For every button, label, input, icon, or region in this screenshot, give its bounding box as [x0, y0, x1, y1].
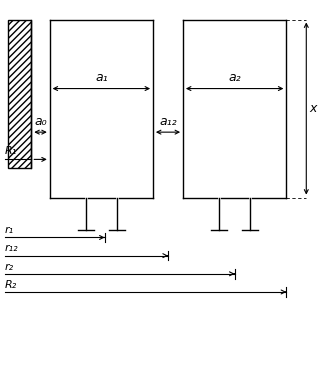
Text: r₁₂: r₁₂: [5, 243, 18, 254]
Text: x: x: [309, 102, 317, 115]
Text: r₂: r₂: [5, 262, 14, 272]
Text: a₁₂: a₁₂: [159, 115, 177, 128]
Text: a₁: a₁: [95, 71, 108, 84]
Text: R₂: R₂: [5, 280, 17, 290]
Text: a₀: a₀: [34, 115, 47, 128]
Text: a₂: a₂: [228, 71, 241, 84]
Text: R₁: R₁: [5, 146, 17, 157]
Text: r₁: r₁: [5, 225, 14, 235]
Bar: [8, 19, 31, 168]
